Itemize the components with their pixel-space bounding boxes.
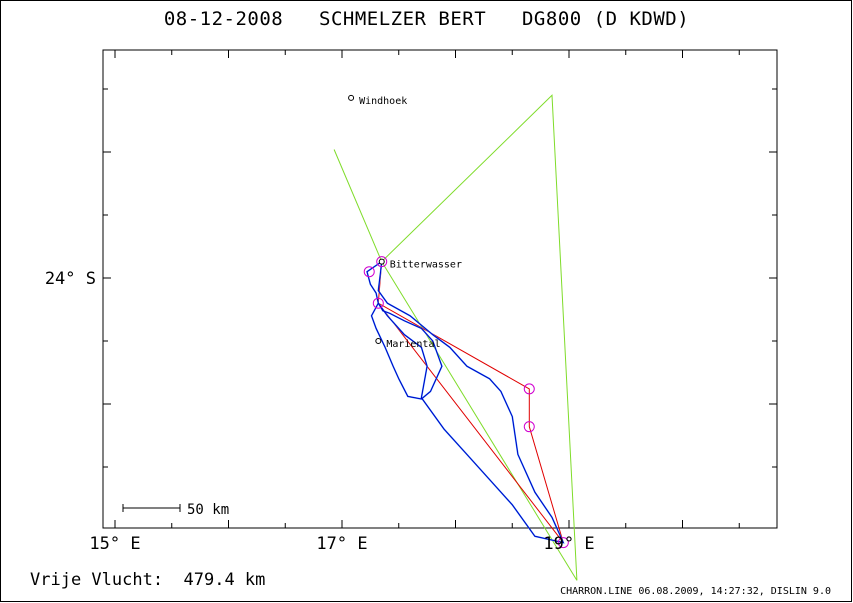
- x-tick-label: 15° E: [89, 534, 140, 554]
- place-marker: [348, 94, 355, 101]
- turnpoint-marker: [376, 256, 388, 268]
- plot-frame: [102, 49, 778, 529]
- track-line-secondary: [366, 260, 565, 544]
- scale-bar: 50 km: [122, 502, 229, 518]
- x-tick-label: 19° E: [543, 534, 594, 554]
- place-label: Windhoek: [359, 96, 407, 107]
- turnpoints: [363, 256, 569, 549]
- leg-line: [377, 261, 564, 543]
- turnpoint-marker: [372, 297, 384, 309]
- credit-label: CHARRON.LINE 06.08.2009, 14:27:32, DISLI…: [560, 586, 831, 597]
- turnpoint-marker: [557, 537, 569, 549]
- task-line: [333, 94, 578, 581]
- axis-labels: 15° E 17° E 19° E 24° S: [45, 269, 595, 554]
- place-label: Mariental: [386, 339, 440, 350]
- axis-ticks: [103, 50, 777, 528]
- turnpoint-marker: [363, 266, 375, 278]
- page-title: 08-12-2008 SCHMELZER BERT DG800 (D KDWD): [163, 8, 690, 30]
- place-marker: [378, 258, 385, 265]
- scale-bar-label: 50 km: [187, 502, 229, 518]
- task-polygon: [333, 94, 578, 581]
- y-tick-label: 24° S: [45, 269, 96, 289]
- turnpoint-marker: [523, 383, 535, 395]
- x-tick-label: 17° E: [316, 534, 367, 554]
- track-line: [366, 261, 565, 544]
- turnpoint-marker: [523, 421, 535, 433]
- free-distance-label: Vrije Vlucht: 479.4 km: [30, 570, 266, 590]
- place-label: Bitterwasser: [390, 260, 462, 271]
- place-marker: [375, 338, 382, 344]
- turnpoint-legs: [377, 261, 564, 543]
- places: Windhoek Bitterwasser Mariental: [348, 94, 462, 350]
- flight-track: [366, 260, 565, 544]
